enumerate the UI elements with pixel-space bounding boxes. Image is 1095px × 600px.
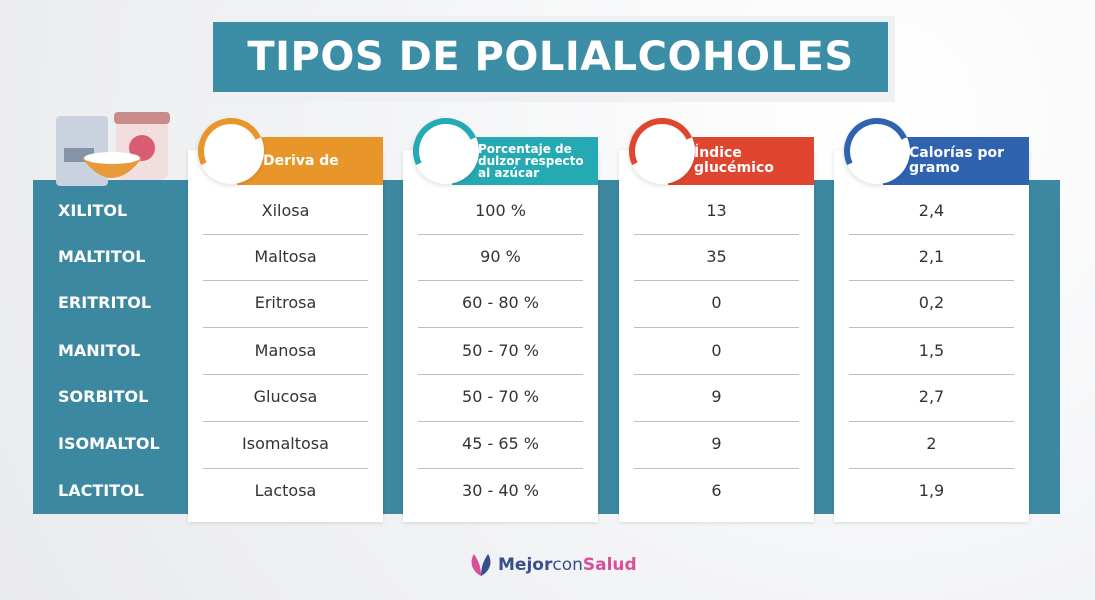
row-name: SORBITOL bbox=[58, 387, 149, 406]
table-cell: 30 - 40 % bbox=[462, 481, 539, 500]
column-panel bbox=[188, 150, 383, 522]
row-separator bbox=[634, 327, 799, 328]
row-separator bbox=[418, 280, 583, 281]
row-separator bbox=[203, 420, 368, 422]
title: TIPOS DE POLIALCOHOLES bbox=[213, 22, 888, 92]
jars-illustration bbox=[56, 112, 170, 186]
table-cell: 90 % bbox=[480, 247, 521, 266]
column-panel bbox=[834, 150, 1029, 522]
row-separator bbox=[849, 327, 1014, 328]
logo-text: con bbox=[552, 555, 583, 575]
table-cell: 9 bbox=[711, 387, 722, 406]
row-separator bbox=[418, 467, 583, 469]
table-cell: 9 bbox=[711, 434, 722, 453]
table-cell: 2 bbox=[926, 434, 937, 453]
row-separator bbox=[849, 467, 1014, 469]
table-cell: 2,1 bbox=[918, 247, 945, 266]
row-separator bbox=[849, 374, 1014, 375]
row-separator bbox=[418, 234, 583, 235]
column-panel bbox=[403, 150, 598, 522]
table-cell: 2,4 bbox=[918, 201, 945, 220]
table-cell: 35 bbox=[706, 247, 727, 266]
table-cell: 13 bbox=[706, 201, 727, 220]
table-cell: 60 - 80 % bbox=[462, 293, 539, 312]
row-separator bbox=[849, 280, 1014, 281]
table-cell: 50 - 70 % bbox=[462, 387, 539, 406]
row-separator bbox=[203, 280, 368, 281]
row-separator bbox=[634, 374, 799, 375]
table-cell: 2,7 bbox=[918, 387, 945, 406]
table-cell: Eritrosa bbox=[254, 293, 317, 312]
row-name: ISOMALTOL bbox=[58, 434, 160, 453]
logo-text: Salud bbox=[582, 555, 637, 575]
row-name: ERITRITOL bbox=[58, 293, 152, 312]
table-cell: 1,9 bbox=[918, 481, 945, 500]
row-separator bbox=[203, 234, 368, 235]
row-separator bbox=[634, 467, 799, 469]
table-cell: Maltosa bbox=[254, 247, 317, 266]
table-cell: 0 bbox=[711, 293, 722, 312]
row-name: MANITOL bbox=[58, 341, 141, 360]
table-cell: Isomaltosa bbox=[242, 434, 329, 453]
row-name: LACTITOL bbox=[58, 481, 144, 500]
row-name: XILITOL bbox=[58, 201, 128, 220]
row-separator bbox=[418, 420, 583, 422]
row-separator bbox=[634, 280, 799, 281]
table-cell: 0 bbox=[711, 341, 722, 360]
row-separator bbox=[418, 327, 583, 328]
row-separator bbox=[203, 327, 368, 328]
row-separator bbox=[203, 467, 368, 469]
table-cell: Manosa bbox=[254, 341, 317, 360]
row-separator bbox=[418, 374, 583, 375]
table-cell: Xilosa bbox=[261, 201, 310, 220]
table-cell: Lactosa bbox=[254, 481, 317, 500]
table-cell: 45 - 65 % bbox=[462, 434, 539, 453]
logo-text: Mejor bbox=[498, 555, 553, 575]
row-name: MALTITOL bbox=[58, 247, 146, 266]
column-header: Porcentaje de dulzor respecto al azúcar bbox=[452, 137, 598, 185]
table-cell: 0,2 bbox=[918, 293, 945, 312]
row-separator bbox=[849, 234, 1014, 235]
table-cell: 1,5 bbox=[918, 341, 945, 360]
row-separator bbox=[849, 420, 1014, 422]
logo-icon bbox=[471, 554, 491, 576]
row-separator bbox=[634, 420, 799, 422]
table-cell: Glucosa bbox=[253, 387, 318, 406]
brand-logo: Mejor con Salud bbox=[468, 550, 637, 580]
column-panel bbox=[619, 150, 814, 522]
table-cell: 6 bbox=[711, 481, 722, 500]
row-separator bbox=[203, 374, 368, 375]
table-cell: 50 - 70 % bbox=[462, 341, 539, 360]
table-cell: 100 % bbox=[475, 201, 526, 220]
row-separator bbox=[634, 234, 799, 235]
